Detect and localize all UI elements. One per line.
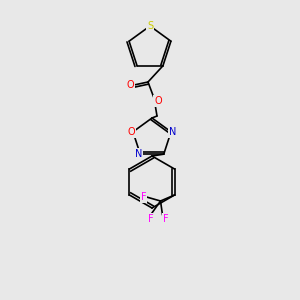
Text: O: O <box>127 127 135 137</box>
Text: F: F <box>163 214 168 224</box>
Text: F: F <box>141 192 146 202</box>
Text: S: S <box>147 21 153 31</box>
Text: N: N <box>169 127 177 137</box>
Text: O: O <box>154 96 162 106</box>
Text: F: F <box>148 214 153 224</box>
Text: N: N <box>135 149 142 159</box>
Text: O: O <box>126 80 134 90</box>
